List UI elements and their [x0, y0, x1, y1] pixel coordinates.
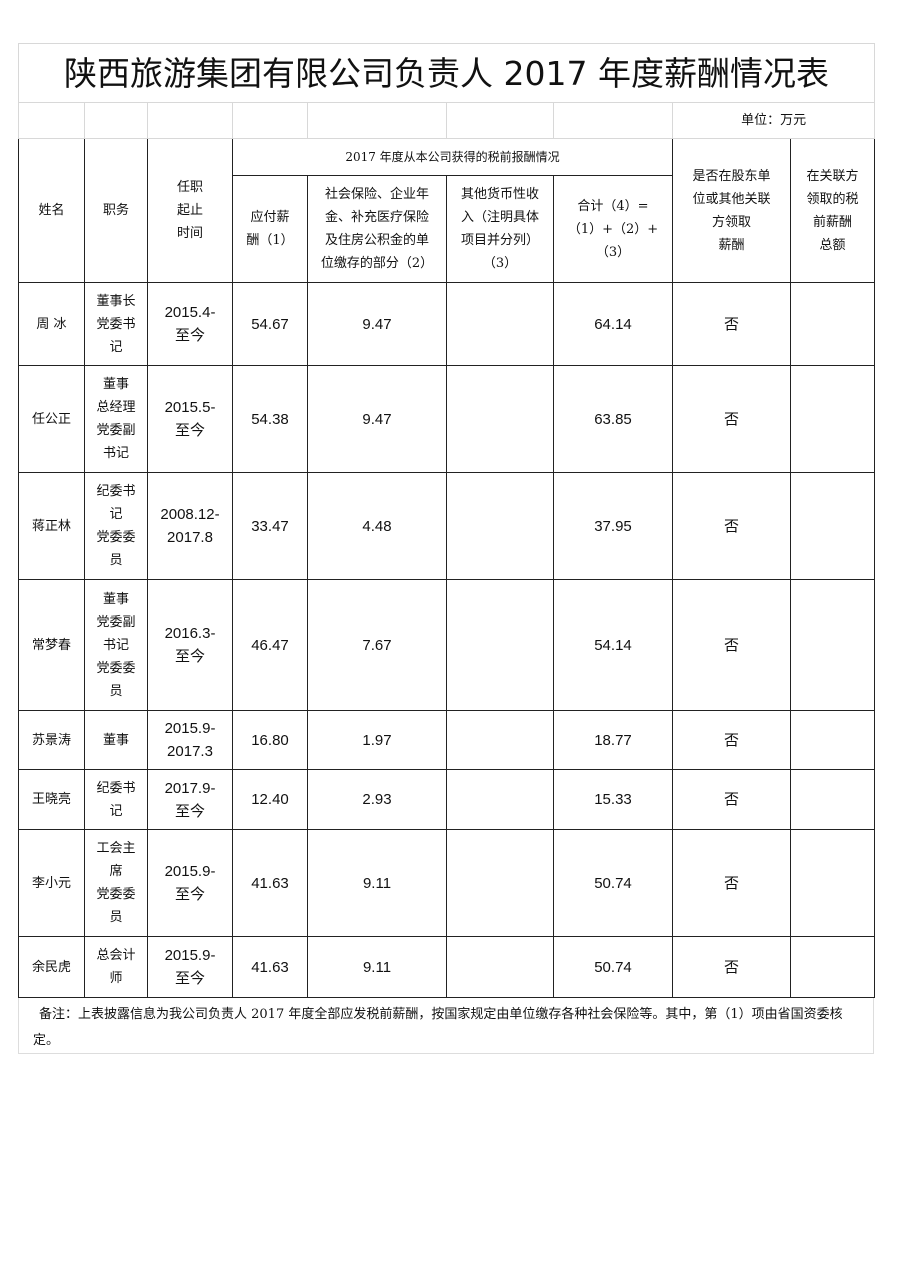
header-tenure: 任职 起止 时间 [147, 138, 233, 283]
cell-shareholder: 否 [672, 710, 791, 770]
table-row: 李小元 工会主 席 党委委 员 2015.9- 至今 41.63 9.11 50.74 否 [18, 829, 876, 937]
cell-insurance: 2.93 [307, 769, 447, 830]
cell-other [446, 829, 554, 937]
cell-pay: 12.40 [232, 769, 308, 830]
cell-tenure: 2008.12- 2017.8 [147, 472, 233, 580]
cell-related [789, 282, 876, 366]
cell-pay: 41.63 [232, 936, 308, 998]
cell-name: 周 冰 [18, 282, 85, 366]
header-position: 职务 [84, 138, 148, 283]
header-name: 姓名 [18, 138, 85, 283]
cell-related [789, 472, 876, 580]
cell-total: 15.33 [553, 769, 673, 830]
cell-related [789, 769, 876, 830]
cell-position: 工会主 席 党委委 员 [84, 829, 148, 937]
cell-pay: 54.67 [232, 282, 308, 366]
cell-position: 董事 [84, 710, 148, 770]
header-group: 2017 年度从本公司获得的税前报酬情况 [232, 138, 673, 176]
cell-insurance: 9.47 [307, 365, 447, 473]
table-row: 蒋正林 纪委书 记 党委委 员 2008.12- 2017.8 33.47 4.48 37… [18, 472, 876, 580]
cell-tenure: 2015.4- 至今 [147, 282, 233, 366]
header-related: 在关联方 领取的税 前薪酬 总额 [789, 138, 876, 283]
cell-shareholder: 否 [672, 936, 791, 998]
cell-pay: 41.63 [232, 829, 308, 937]
cell-total: 64.14 [553, 282, 673, 366]
cell-position: 纪委书 记 [84, 769, 148, 830]
cell-tenure: 2015.9- 至今 [147, 829, 233, 937]
cell-total: 54.14 [553, 579, 673, 711]
cell-insurance: 1.97 [307, 710, 447, 770]
cell-name: 蒋正林 [18, 472, 85, 580]
header-pay: 应付薪 酬（1） [232, 175, 308, 283]
header-insurance: 社会保险、企业年 金、补充医疗保险 及住房公积金的单 位缴存的部分（2） [307, 175, 447, 283]
cell-shareholder: 否 [672, 472, 791, 580]
cell-related [789, 710, 876, 770]
cell-position: 纪委书 记 党委委 员 [84, 472, 148, 580]
table-row: 苏景涛 董事 2015.9- 2017.3 16.80 1.97 18.77 否 [18, 710, 876, 770]
footnote: 备注：上表披露信息为我公司负责人 2017 年度全部应发税前薪酬，按国家规定由单… [18, 998, 874, 1054]
cell-tenure: 2015.9- 2017.3 [147, 710, 233, 770]
table-row: 余民虎 总会计 师 2015.9- 至今 41.63 9.11 50.74 否 [18, 936, 876, 998]
table-row: 常梦春 董事 党委副 书记 党委委 员 2016.3- 至今 46.47 7.67 54.… [18, 579, 876, 711]
document-title: 陕西旅游集团有限公司负责人 2017 年度薪酬情况表 [17, 43, 876, 103]
cell-insurance: 9.47 [307, 282, 447, 366]
salary-document: 陕西旅游集团有限公司负责人 2017 年度薪酬情况表 单位：万元 姓名 职务 任… [17, 43, 876, 1054]
header-shareholder: 是否在股东单 位或其他关联 方领取 薪酬 [672, 138, 791, 283]
cell-other [446, 472, 554, 580]
cell-pay: 54.38 [232, 365, 308, 473]
header-other: 其他货币性收 入（注明具体 项目并分列） （3） [446, 175, 554, 283]
cell-pay: 16.80 [232, 710, 308, 770]
cell-pay: 33.47 [232, 472, 308, 580]
cell-name: 余民虎 [18, 936, 85, 998]
cell-name: 李小元 [18, 829, 85, 937]
cell-shareholder: 否 [672, 365, 791, 473]
cell-other [446, 579, 554, 711]
cell-tenure: 2017.9- 至今 [147, 769, 233, 830]
cell-total: 37.95 [553, 472, 673, 580]
cell-tenure: 2015.5- 至今 [147, 365, 233, 473]
cell-tenure: 2016.3- 至今 [147, 579, 233, 711]
cell-insurance: 4.48 [307, 472, 447, 580]
cell-other [446, 282, 554, 366]
salary-table: 陕西旅游集团有限公司负责人 2017 年度薪酬情况表 单位：万元 姓名 职务 任… [17, 43, 876, 998]
cell-shareholder: 否 [672, 769, 791, 830]
cell-shareholder: 否 [672, 829, 791, 937]
cell-insurance: 9.11 [307, 829, 447, 937]
cell-shareholder: 否 [672, 282, 791, 366]
cell-name: 常梦春 [18, 579, 85, 711]
unit-label: 单位：万元 [671, 102, 876, 139]
cell-name: 任公正 [18, 365, 85, 473]
table-row: 王晓亮 纪委书 记 2017.9- 至今 12.40 2.93 15.33 否 [18, 769, 876, 830]
cell-other [446, 769, 554, 830]
cell-total: 18.77 [553, 710, 673, 770]
cell-other [446, 710, 554, 770]
header-total: 合计（4）= （1）+（2）+ （3） [553, 175, 673, 283]
cell-position: 董事长 党委书 记 [84, 282, 148, 366]
cell-tenure: 2015.9- 至今 [147, 936, 233, 998]
cell-position: 总会计 师 [84, 936, 148, 998]
cell-related [789, 829, 876, 937]
cell-name: 王晓亮 [18, 769, 85, 830]
cell-total: 50.74 [553, 829, 673, 937]
cell-name: 苏景涛 [18, 710, 85, 770]
cell-related [789, 579, 876, 711]
cell-related [789, 936, 876, 998]
cell-pay: 46.47 [232, 579, 308, 711]
cell-position: 董事 总经理 党委副 书记 [84, 365, 148, 473]
table-row: 任公正 董事 总经理 党委副 书记 2015.5- 至今 54.38 9.47 63.85… [18, 365, 876, 473]
cell-shareholder: 否 [672, 579, 791, 711]
cell-total: 63.85 [553, 365, 673, 473]
cell-position: 董事 党委副 书记 党委委 员 [84, 579, 148, 711]
cell-other [446, 365, 554, 473]
cell-related [789, 365, 876, 473]
cell-insurance: 7.67 [307, 579, 447, 711]
cell-total: 50.74 [553, 936, 673, 998]
table-row: 周 冰董事长 党委书 记 2015.4- 至今 54.67 9.47 64.14 否 [18, 282, 876, 366]
cell-insurance: 9.11 [307, 936, 447, 998]
cell-other [446, 936, 554, 998]
